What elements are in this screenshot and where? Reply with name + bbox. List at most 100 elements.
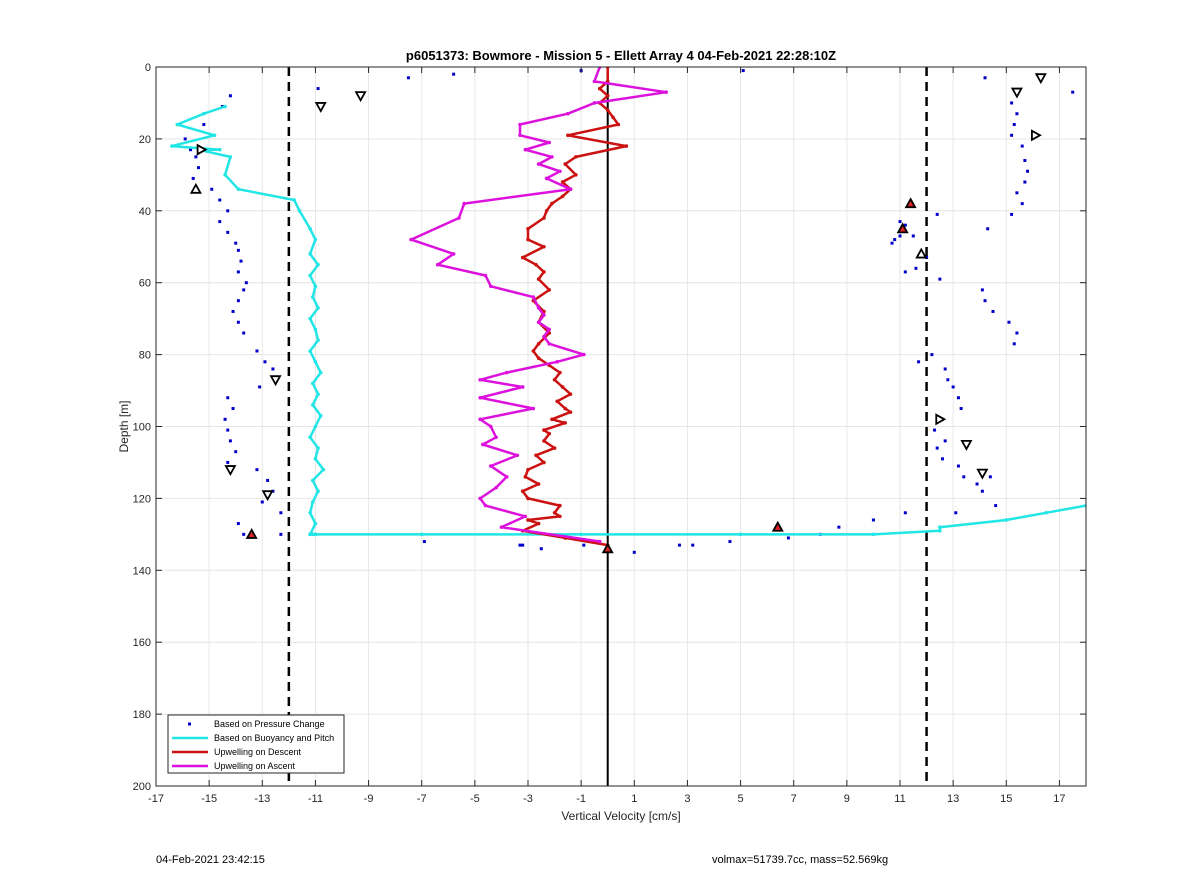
series-point <box>664 90 668 94</box>
series-point <box>316 392 320 396</box>
series-line <box>521 67 628 549</box>
series-point <box>592 79 597 84</box>
y-tick-label: 140 <box>133 565 151 577</box>
triangle-marker <box>245 527 258 539</box>
pressure-point <box>959 407 963 411</box>
x-tick-label: 5 <box>738 793 744 805</box>
x-axis-label: Vertical Velocity [cm/s] <box>561 809 680 823</box>
pressure-point <box>189 148 193 152</box>
pressure-point <box>991 309 995 313</box>
series-point <box>597 539 602 544</box>
x-tick-label: 1 <box>631 793 637 805</box>
series-point <box>938 528 942 533</box>
legend: Based on Pressure Change Based on Buoyanc… <box>167 714 345 774</box>
pressure-point <box>255 468 259 472</box>
y-tick-label: 160 <box>133 637 151 649</box>
series-point <box>483 503 488 508</box>
pressure-point <box>263 360 267 364</box>
series-point <box>310 381 315 386</box>
pressure-point <box>938 277 942 281</box>
pressure-point <box>898 234 902 238</box>
series-point <box>563 406 567 411</box>
y-axis-label: Depth [m] <box>117 400 131 452</box>
pressure-point <box>741 69 745 73</box>
series-point <box>310 532 315 537</box>
series-point <box>566 133 570 138</box>
x-tick-label: 17 <box>1053 793 1065 805</box>
x-tick-label: 13 <box>947 793 959 805</box>
series-point <box>518 122 522 127</box>
series-point <box>574 155 578 159</box>
series-point <box>170 144 174 148</box>
pressure-point <box>986 227 990 231</box>
pressure-point <box>1015 112 1019 116</box>
pressure-point <box>258 385 262 389</box>
pressure-point <box>422 540 426 544</box>
pressure-point <box>917 360 921 364</box>
pressure-point <box>226 396 230 400</box>
series-point <box>481 442 485 447</box>
series-point <box>558 514 562 519</box>
series-point <box>542 428 546 432</box>
pressure-point <box>236 270 240 274</box>
pressure-point <box>231 309 235 313</box>
pressure-point <box>236 522 240 526</box>
legend-label: Upwelling on Descent <box>214 747 302 757</box>
series-point <box>308 532 312 537</box>
pressure-point <box>234 241 238 245</box>
x-tick-label: -11 <box>308 793 323 805</box>
series-point <box>318 370 323 375</box>
series-point <box>313 532 318 537</box>
pressure-point <box>194 155 198 159</box>
x-tick-label: -15 <box>201 793 217 805</box>
pressure-point <box>914 266 918 270</box>
series-point <box>308 349 312 353</box>
footer-timestamp: 04-Feb-2021 23:42:15 <box>156 854 265 866</box>
triangle-marker <box>1010 87 1023 99</box>
series-point <box>738 532 743 537</box>
y-tick-label: 0 <box>145 62 151 74</box>
series-point <box>526 467 530 472</box>
x-tick-label: -17 <box>148 793 164 805</box>
series-point <box>547 431 552 436</box>
series-point <box>499 525 504 529</box>
series-point <box>175 122 180 127</box>
x-tick-label: -13 <box>254 793 270 805</box>
pressure-point <box>956 464 960 468</box>
series-point <box>536 320 541 325</box>
pressure-point <box>691 543 695 547</box>
series-point <box>308 226 312 231</box>
pressure-point <box>1010 133 1014 137</box>
series-point <box>313 327 318 332</box>
pressure-point <box>239 259 243 263</box>
pressure-point <box>1012 123 1016 127</box>
series-line <box>170 105 1086 536</box>
series-point <box>597 86 602 91</box>
pressure-point <box>539 547 543 551</box>
series-point <box>217 147 222 152</box>
series-point <box>236 187 241 192</box>
series-point <box>605 93 610 98</box>
legend-label: Based on Pressure Change <box>214 719 325 729</box>
series-point <box>523 147 528 152</box>
series-point <box>552 510 557 515</box>
series-point <box>478 417 482 422</box>
series-point <box>544 209 549 213</box>
series-line <box>409 67 668 543</box>
series-point <box>1044 510 1048 515</box>
series-point <box>611 115 615 120</box>
pressure-point <box>1020 202 1024 206</box>
series-point <box>547 327 552 332</box>
series-point <box>316 262 320 267</box>
series-point <box>313 284 318 289</box>
series-point <box>223 173 227 177</box>
series-point <box>568 392 573 396</box>
series-point <box>316 338 320 343</box>
pressure-point <box>226 230 230 234</box>
pressure-point <box>946 378 950 382</box>
pressure-point <box>994 504 998 508</box>
pressure-point <box>954 511 958 515</box>
series-point <box>536 356 541 360</box>
series-point <box>582 352 586 357</box>
triangle-marker <box>1031 129 1042 142</box>
